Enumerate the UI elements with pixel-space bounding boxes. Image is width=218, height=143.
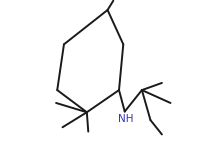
Text: NH: NH <box>118 114 133 124</box>
